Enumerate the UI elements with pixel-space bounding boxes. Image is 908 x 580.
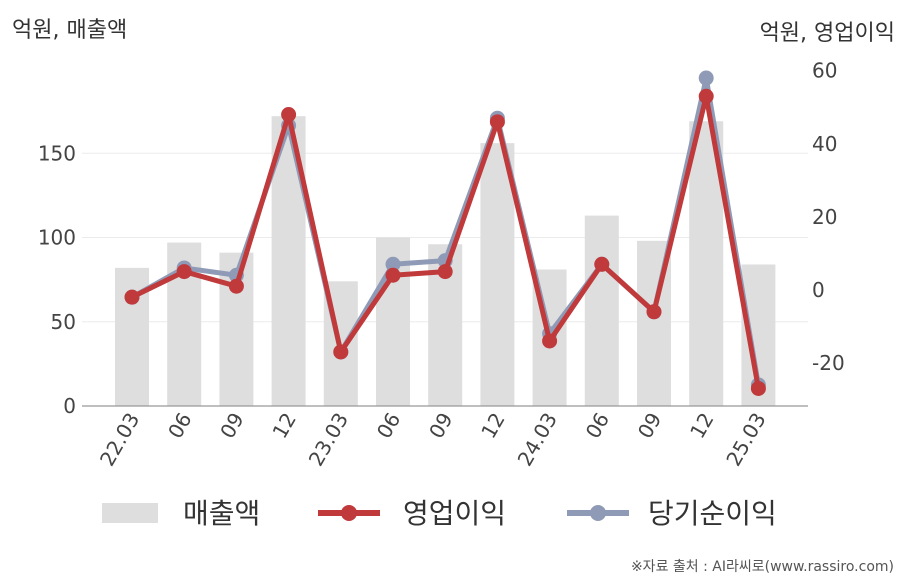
point-operating-profit — [385, 267, 401, 283]
x-tick-label: 12 — [685, 409, 719, 443]
right-axis-ticks: -20 0 20 40 60 — [812, 59, 845, 375]
legend-swatch-bar — [102, 503, 158, 523]
legend: 매출액 영업이익 당기순이익 — [102, 497, 777, 530]
x-tick-label: 12 — [267, 409, 301, 443]
point-operating-profit — [750, 380, 766, 396]
left-tick-label: 50 — [51, 310, 76, 334]
left-axis-unit: 억원, 매출액 — [12, 18, 127, 43]
point-operating-profit — [228, 278, 244, 294]
point-operating-profit — [333, 344, 349, 360]
series-lines — [124, 70, 766, 396]
x-tick-label: 23.03 — [304, 409, 353, 471]
x-tick-label: 25.03 — [721, 409, 770, 471]
right-tick-label: 20 — [812, 205, 837, 229]
legend-swatch-marker — [341, 505, 357, 521]
x-tick-label: 06 — [581, 409, 615, 443]
right-tick-label: 0 — [812, 278, 825, 302]
right-tick-label: 60 — [812, 59, 837, 83]
legend-label: 영업이익 — [403, 497, 506, 530]
point-operating-profit — [489, 114, 505, 130]
x-axis-ticks: 22.03 06 09 12 23.03 06 09 12 24.03 06 09 12 25.03 — [95, 409, 771, 471]
point-operating-profit — [698, 88, 714, 104]
legend-label: 매출액 — [183, 497, 260, 530]
bar-revenue — [480, 143, 515, 406]
x-tick-label: 24.03 — [513, 409, 562, 471]
x-tick-label: 09 — [633, 409, 667, 443]
left-tick-label: 150 — [38, 141, 76, 165]
left-axis-ticks: 0 50 100 150 — [38, 141, 76, 418]
left-tick-label: 100 — [38, 226, 76, 250]
point-net-income — [385, 256, 401, 272]
x-tick-label: 09 — [215, 409, 249, 443]
x-tick-label: 22.03 — [95, 409, 144, 471]
right-tick-label: -20 — [812, 351, 845, 375]
left-tick-label: 0 — [63, 394, 76, 418]
legend-label: 당기순이익 — [648, 497, 777, 530]
point-operating-profit — [437, 264, 453, 280]
source-note: ※자료 출처 : AI라씨로(www.rassiro.com) — [631, 559, 894, 575]
point-operating-profit — [176, 264, 192, 280]
x-tick-label: 12 — [476, 409, 510, 443]
right-axis-unit: 억원, 영업이익 — [760, 21, 895, 46]
right-tick-label: 40 — [812, 132, 837, 156]
point-operating-profit — [124, 289, 140, 305]
point-operating-profit — [281, 107, 297, 123]
legend-swatch-marker — [590, 505, 606, 521]
point-net-income — [698, 70, 714, 86]
x-tick-label: 09 — [424, 409, 458, 443]
point-operating-profit — [542, 333, 558, 349]
bar-revenue — [584, 215, 619, 406]
point-operating-profit — [594, 256, 610, 272]
x-tick-label: 06 — [372, 409, 406, 443]
point-operating-profit — [646, 304, 662, 320]
x-tick-label: 06 — [163, 409, 197, 443]
